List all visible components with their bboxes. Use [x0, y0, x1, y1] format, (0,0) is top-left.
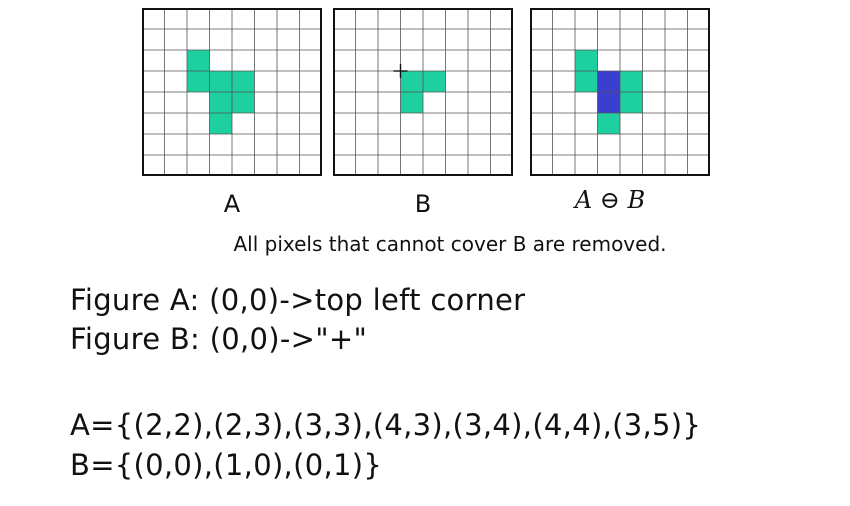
member-cell	[575, 71, 598, 92]
label-b: B	[414, 190, 432, 218]
set-b-definition: B={(0,0),(1,0),(0,1)}	[70, 448, 383, 482]
grid-b	[333, 8, 513, 176]
result-cell	[597, 71, 620, 92]
figure-a-note: Figure A: (0,0)->top left corner	[70, 283, 526, 317]
member-cell	[187, 71, 210, 92]
grid-panel-result	[530, 8, 710, 176]
member-cell	[575, 50, 598, 71]
set-a-definition: A={(2,2),(2,3),(3,3),(4,3),(3,4),(4,4),(…	[70, 408, 702, 442]
label-erosion: A ⊖ B	[574, 186, 646, 214]
grid-panel-b	[333, 8, 513, 176]
member-cell	[597, 113, 620, 134]
label-a: A	[223, 190, 241, 218]
member-cell	[400, 71, 423, 92]
grid-panel-a	[142, 8, 322, 176]
member-cell	[620, 71, 643, 92]
member-cell	[209, 71, 232, 92]
grid-a	[142, 8, 322, 176]
member-cell	[423, 71, 446, 92]
member-cell	[400, 92, 423, 113]
member-cell	[232, 92, 255, 113]
member-cell	[232, 71, 255, 92]
grid-frame	[530, 8, 710, 176]
member-cell	[620, 92, 643, 113]
grid-frame	[142, 8, 322, 176]
member-cell	[209, 113, 232, 134]
member-cell	[187, 50, 210, 71]
caption: All pixels that cannot cover B are remov…	[233, 232, 667, 256]
grid-result	[530, 8, 710, 176]
grid-frame	[333, 8, 513, 176]
member-cell	[209, 92, 232, 113]
result-cell	[597, 92, 620, 113]
figure-b-note: Figure B: (0,0)->"+"	[70, 322, 368, 356]
